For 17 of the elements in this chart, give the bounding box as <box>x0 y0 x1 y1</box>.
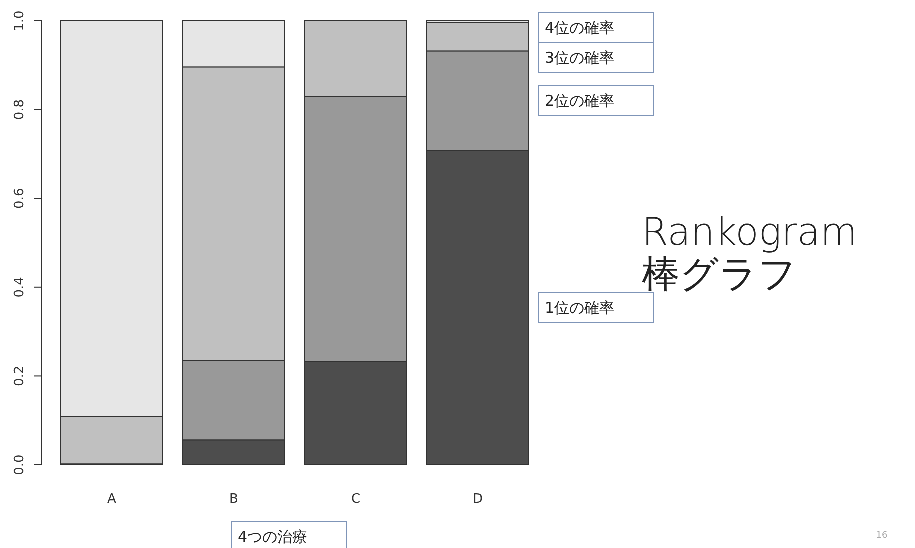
text: 16 <box>876 531 888 541</box>
x-tick-label: D <box>472 492 484 507</box>
y-tick-label: 0.2 <box>12 366 28 387</box>
y-tick-label: 0.0 <box>12 454 28 476</box>
x-tick-label: B <box>230 492 238 507</box>
y-tick-label: 0.8 <box>12 99 28 120</box>
series-label: 2位の確率 <box>545 92 615 110</box>
y-tick-label: 1.0 <box>12 10 28 32</box>
x-axis-title: 4つの治療 <box>238 528 308 546</box>
y-tick-label: 0.4 <box>12 277 28 298</box>
text: Rankogram 棒グラフ <box>642 210 858 296</box>
series-label: 3位の確率 <box>545 49 615 67</box>
y-tick-label: 0.6 <box>12 188 28 209</box>
series-label: 1位の確率 <box>545 298 615 317</box>
series-label: 4位の確率 <box>545 19 615 37</box>
x-tick-label: C <box>351 492 361 507</box>
x-tick-label: A <box>108 492 117 507</box>
